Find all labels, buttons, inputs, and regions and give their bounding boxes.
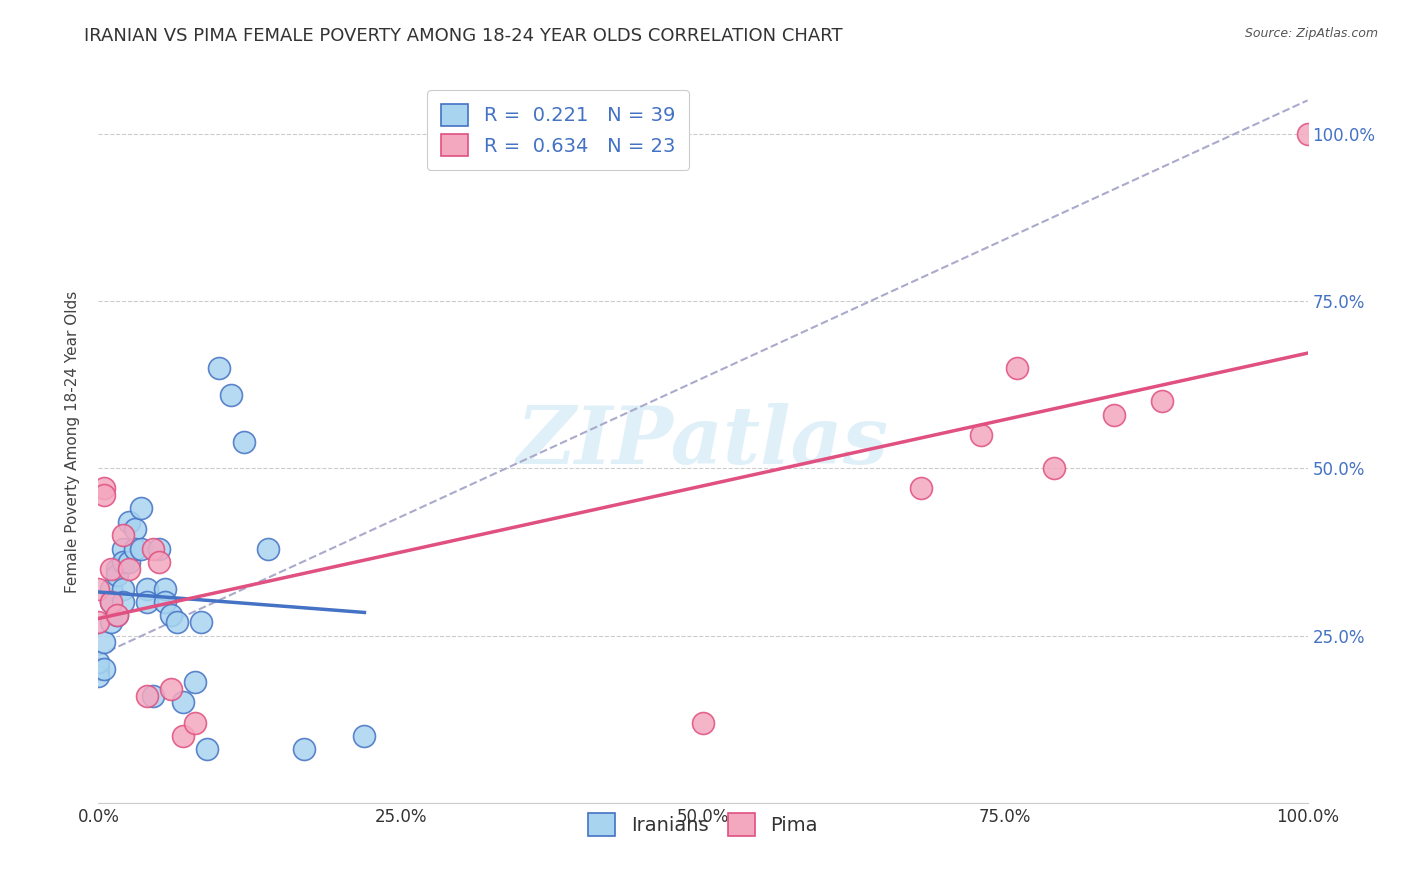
Point <box>256 541 278 556</box>
Point <box>124 521 146 535</box>
Point <box>111 595 134 609</box>
Point <box>172 696 194 710</box>
Point <box>353 729 375 743</box>
Point <box>1152 394 1174 409</box>
Legend: Iranians, Pima: Iranians, Pima <box>581 805 825 844</box>
Point <box>190 615 212 630</box>
Point <box>135 582 157 596</box>
Point <box>135 689 157 703</box>
Point <box>129 541 152 556</box>
Point <box>124 541 146 556</box>
Point <box>87 662 110 676</box>
Point <box>129 501 152 516</box>
Point <box>93 488 115 502</box>
Point <box>1007 361 1029 376</box>
Y-axis label: Female Poverty Among 18-24 Year Olds: Female Poverty Among 18-24 Year Olds <box>65 291 80 592</box>
Point <box>100 595 122 609</box>
Point <box>111 582 134 596</box>
Point <box>160 608 183 623</box>
Point <box>142 689 165 703</box>
Point <box>184 675 207 690</box>
Point <box>100 595 122 609</box>
Point <box>93 662 115 676</box>
Point <box>118 555 141 569</box>
Text: ZIPatlas: ZIPatlas <box>517 403 889 480</box>
Point <box>970 427 993 442</box>
Point <box>148 555 170 569</box>
Point <box>87 669 110 683</box>
Point <box>87 582 110 596</box>
Point <box>105 608 128 623</box>
Point <box>87 615 110 630</box>
Point <box>172 729 194 743</box>
Point <box>208 361 231 376</box>
Point <box>105 568 128 582</box>
Point <box>160 681 183 696</box>
Point <box>118 562 141 576</box>
Point <box>1042 461 1064 475</box>
Point <box>105 562 128 576</box>
Point <box>292 742 315 756</box>
Point <box>93 482 115 496</box>
Point <box>1102 408 1125 422</box>
Point <box>184 715 207 730</box>
Text: Source: ZipAtlas.com: Source: ZipAtlas.com <box>1244 27 1378 40</box>
Point <box>195 742 218 756</box>
Point <box>692 715 714 730</box>
Point <box>148 541 170 556</box>
Point <box>153 595 176 609</box>
Point <box>153 582 176 596</box>
Text: IRANIAN VS PIMA FEMALE POVERTY AMONG 18-24 YEAR OLDS CORRELATION CHART: IRANIAN VS PIMA FEMALE POVERTY AMONG 18-… <box>84 27 844 45</box>
Point <box>135 595 157 609</box>
Point <box>100 615 122 630</box>
Point <box>111 555 134 569</box>
Point <box>87 655 110 669</box>
Point <box>100 562 122 576</box>
Point <box>93 635 115 649</box>
Point <box>100 582 122 596</box>
Point <box>232 434 254 449</box>
Point <box>910 482 932 496</box>
Point <box>166 615 188 630</box>
Point <box>111 528 134 542</box>
Point <box>111 541 134 556</box>
Point <box>221 387 243 401</box>
Point <box>142 541 165 556</box>
Point <box>118 515 141 529</box>
Point <box>1296 127 1319 141</box>
Point <box>105 608 128 623</box>
